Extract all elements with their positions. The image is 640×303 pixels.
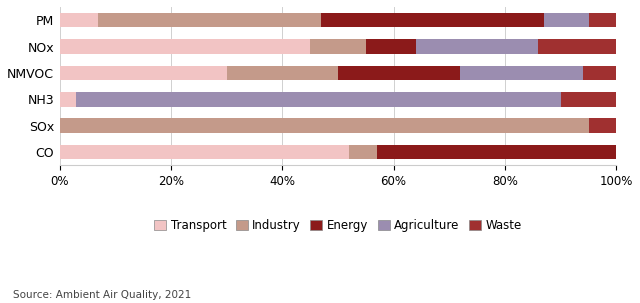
Bar — [60, 145, 349, 159]
Bar — [99, 13, 321, 27]
Bar — [538, 39, 616, 54]
Bar — [349, 145, 377, 159]
Bar — [321, 13, 544, 27]
Bar — [589, 13, 616, 27]
Bar — [60, 66, 227, 80]
Text: Source: Ambient Air Quality, 2021: Source: Ambient Air Quality, 2021 — [13, 290, 191, 300]
Bar — [561, 92, 616, 107]
Bar — [583, 66, 616, 80]
Bar — [544, 13, 589, 27]
Bar — [377, 145, 616, 159]
Bar — [60, 13, 99, 27]
Bar — [338, 66, 460, 80]
Bar — [60, 92, 76, 107]
Bar — [60, 118, 589, 133]
Bar — [460, 66, 583, 80]
Bar — [76, 92, 561, 107]
Bar — [227, 66, 338, 80]
Legend: Transport, Industry, Energy, Agriculture, Waste: Transport, Industry, Energy, Agriculture… — [150, 216, 525, 236]
Bar — [589, 118, 616, 133]
Bar — [60, 39, 310, 54]
Bar — [416, 39, 538, 54]
Bar — [310, 39, 366, 54]
Bar — [366, 39, 416, 54]
